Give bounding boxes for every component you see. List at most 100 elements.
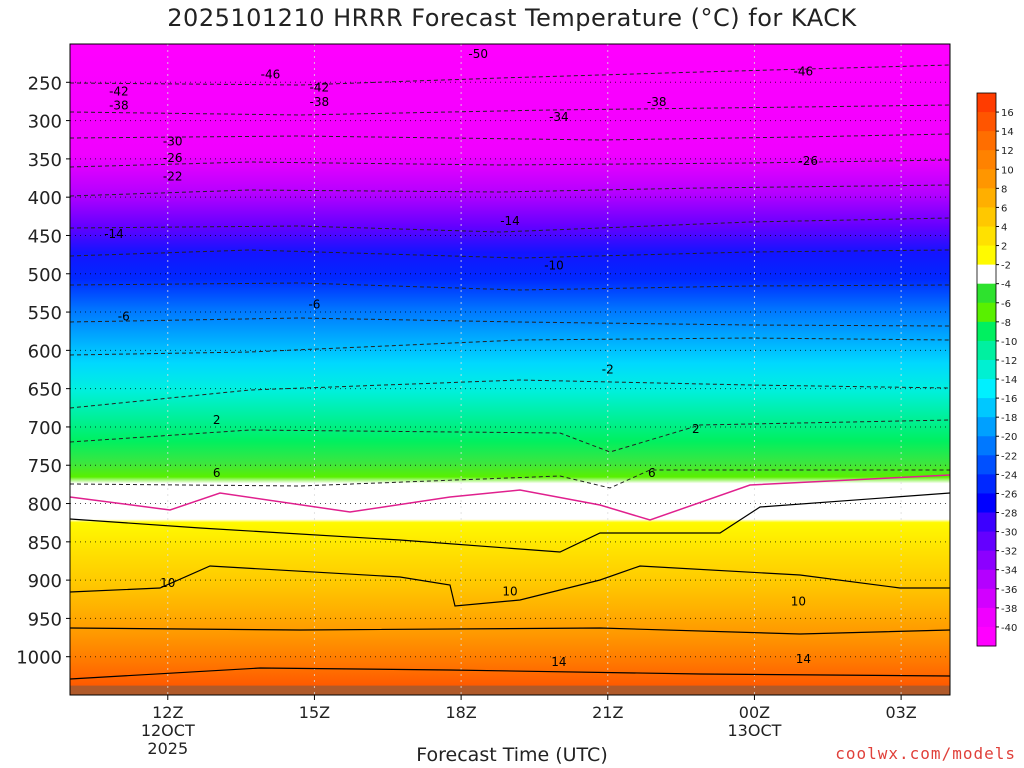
- colorbar-segment: [977, 455, 996, 475]
- y-tick-label: 800: [28, 495, 62, 516]
- contour-label: -22: [163, 169, 183, 183]
- colorbar-label: 6: [1001, 203, 1007, 214]
- contour-label: -42: [109, 84, 129, 98]
- isotherm-dashed: [69, 104, 951, 116]
- contour-label: -6: [308, 297, 320, 311]
- plot-frame: [69, 43, 951, 696]
- isotherm-dashed: [69, 159, 951, 168]
- contour-label: -2: [602, 363, 614, 377]
- colorbar-label: 14: [1001, 127, 1014, 138]
- y-tick-label: 600: [28, 341, 62, 362]
- contour-label: 10: [160, 576, 175, 590]
- contour-label: -30: [163, 134, 183, 148]
- isotherm-dashed: [69, 249, 951, 259]
- y-tick-label: 700: [28, 418, 62, 439]
- colorbar-segment: [977, 340, 996, 361]
- x-tick-label: 18Z: [445, 703, 476, 722]
- colorbar-segment: [977, 436, 996, 456]
- contour-label: 6: [213, 466, 221, 480]
- contour-label: -34: [549, 110, 569, 124]
- colorbar-label: -20: [1001, 432, 1017, 443]
- colorbar-segment: [977, 417, 996, 437]
- isotherm-dashed: [69, 317, 951, 327]
- colorbar-frame: [976, 92, 997, 647]
- colorbar-label: -2: [1001, 261, 1011, 272]
- colorbar-segment: [977, 512, 996, 533]
- colorbar-label: 10: [1001, 165, 1014, 176]
- colorbar-label: -26: [1001, 489, 1017, 500]
- colorbar-label: -24: [1001, 470, 1017, 481]
- isotherm-solid: [69, 565, 950, 607]
- y-tick-label: 950: [28, 609, 62, 630]
- x-axis-title: Forecast Time (UTC): [416, 744, 608, 766]
- colorbar-segment: [977, 264, 996, 285]
- x-tick-label: 12OCT: [141, 721, 195, 740]
- colorbar-segment: [977, 531, 996, 552]
- isotherm-dashed: [69, 282, 951, 291]
- grid: [70, 44, 950, 695]
- colorbar-label: -14: [1001, 375, 1017, 386]
- colorbar-label: 12: [1001, 146, 1014, 157]
- contour-label: 14: [551, 655, 566, 669]
- chart-title: 2025101210 HRRR Forecast Temperature (°C…: [167, 4, 857, 32]
- y-tick-label: 500: [28, 265, 62, 286]
- contour-label: -10: [544, 258, 564, 272]
- colorbar-segment: [977, 359, 996, 380]
- colorbar-segment: [977, 245, 996, 266]
- y-tick-label: 1000: [16, 648, 62, 669]
- isotherm-dashed: [69, 419, 951, 453]
- colorbar-segment: [977, 131, 996, 151]
- y-axis: 250 300 350 400 450 500 550 600 650 700 750 800 850 9…: [16, 73, 70, 669]
- colorbar-label: -8: [1001, 318, 1011, 329]
- isotherm-dashed: [69, 379, 951, 409]
- y-tick-label: 400: [28, 188, 62, 209]
- colorbar-segment: [977, 379, 996, 399]
- colorbar-label: -36: [1001, 585, 1017, 596]
- colorbar-label: 16: [1001, 108, 1014, 119]
- contour-label: -42: [310, 81, 330, 95]
- x-tick-label: 13OCT: [727, 721, 781, 740]
- colorbar-label: -40: [1001, 623, 1017, 634]
- isotherm-dashed: [69, 217, 951, 233]
- y-tick-label: 850: [28, 533, 62, 554]
- colorbar-segment: [977, 150, 996, 170]
- colorbar-segment: [977, 188, 996, 208]
- colorbar-segment: [977, 207, 996, 227]
- y-tick-label: 900: [28, 571, 62, 592]
- colorbar-segment: [977, 588, 996, 609]
- contour-label: -46: [261, 68, 281, 82]
- colorbar-label: -12: [1001, 356, 1017, 367]
- colorbar-segment: [977, 626, 996, 647]
- colorbar-segment: [977, 474, 996, 494]
- colorbar-segment: [977, 93, 996, 113]
- freezing-line: [69, 474, 951, 521]
- colorbar-label: -28: [1001, 509, 1017, 520]
- temperature-field: [70, 44, 950, 695]
- contour-label: -6: [118, 310, 130, 324]
- colorbar-segment: [977, 607, 996, 628]
- isotherm-dashed: [69, 133, 951, 141]
- isotherm-dashed: [69, 184, 951, 197]
- colorbar: 16 14 12 10 8 6 4 2 -2 -4 -6 -8 -10 -12 -14 -16 -18 -20 -2…: [976, 92, 1017, 647]
- colorbar-segment: [977, 398, 996, 418]
- contour-label: 6: [648, 466, 656, 480]
- credit-text[interactable]: coolwx.com/models: [835, 744, 1016, 763]
- contour-label: -50: [468, 47, 488, 61]
- colorbar-label: 2: [1001, 242, 1007, 253]
- x-tick-label: 12Z: [152, 703, 183, 722]
- contour-label: -38: [310, 95, 330, 109]
- colorbar-segment: [977, 302, 996, 323]
- colorbar-segment: [977, 493, 996, 514]
- isotherm-dashed: [69, 64, 951, 86]
- x-tick-label: 03Z: [885, 703, 916, 722]
- x-tick-label: 00Z: [739, 703, 770, 722]
- isotherm-solid: [69, 627, 951, 635]
- contour-label: -38: [647, 95, 667, 109]
- colorbar-label: -22: [1001, 451, 1017, 462]
- colorbar-label: 8: [1001, 184, 1007, 195]
- colorbar-label: -34: [1001, 566, 1017, 577]
- contour-labels: -50-46 -46-42 -42-38 -38 -38-34-30-26 -26-22-…: [104, 47, 818, 669]
- x-tick-label: 2025: [147, 739, 188, 758]
- y-tick-label: 300: [28, 112, 62, 133]
- y-tick-label: 750: [28, 456, 62, 477]
